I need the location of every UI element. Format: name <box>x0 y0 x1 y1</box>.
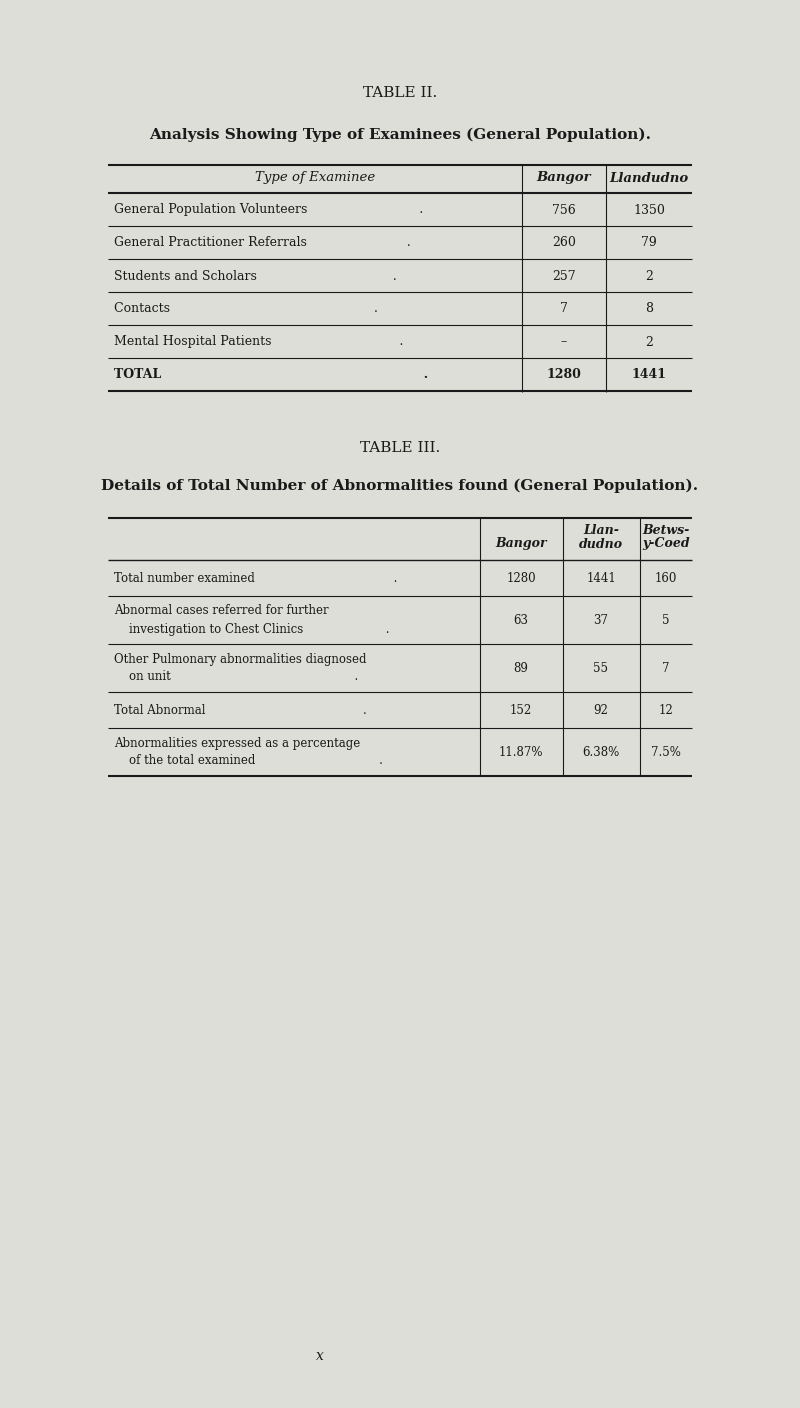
Text: 8: 8 <box>645 303 653 315</box>
Text: 55: 55 <box>594 662 609 674</box>
Text: General Population Volunteers                            .: General Population Volunteers . <box>114 204 423 217</box>
Text: 6.38%: 6.38% <box>582 745 620 759</box>
Text: 7: 7 <box>662 662 670 674</box>
Text: 92: 92 <box>594 704 609 717</box>
Text: Analysis Showing Type of Examinees (General Population).: Analysis Showing Type of Examinees (Gene… <box>149 128 651 142</box>
Text: Abnormal cases referred for further: Abnormal cases referred for further <box>114 604 329 618</box>
Text: 89: 89 <box>514 662 529 674</box>
Text: of the total examined                                 .: of the total examined . <box>114 755 383 767</box>
Text: 257: 257 <box>552 269 576 283</box>
Text: 79: 79 <box>641 237 657 249</box>
Text: 2: 2 <box>645 269 653 283</box>
Text: Betws-: Betws- <box>642 524 690 536</box>
Text: General Practitioner Referrals                         .: General Practitioner Referrals . <box>114 237 410 249</box>
Text: 1441: 1441 <box>586 572 616 584</box>
Text: dudno: dudno <box>579 538 623 551</box>
Text: Mental Hospital Patients                                .: Mental Hospital Patients . <box>114 335 403 349</box>
Text: y-Coed: y-Coed <box>642 538 690 551</box>
Text: Details of Total Number of Abnormalities found (General Population).: Details of Total Number of Abnormalities… <box>102 479 698 493</box>
Text: Students and Scholars                                  .: Students and Scholars . <box>114 269 397 283</box>
Text: 7.5%: 7.5% <box>651 745 681 759</box>
Text: 7: 7 <box>560 303 568 315</box>
Text: Other Pulmonary abnormalities diagnosed: Other Pulmonary abnormalities diagnosed <box>114 652 366 666</box>
Text: Type of Examinee: Type of Examinee <box>255 172 375 184</box>
Text: 12: 12 <box>658 704 674 717</box>
Text: Bangor: Bangor <box>495 538 547 551</box>
Text: 152: 152 <box>510 704 532 717</box>
Text: 160: 160 <box>655 572 677 584</box>
Text: Total Abnormal                                          .: Total Abnormal . <box>114 704 366 717</box>
Text: 2: 2 <box>645 335 653 349</box>
Text: 260: 260 <box>552 237 576 249</box>
Text: 1280: 1280 <box>546 369 582 382</box>
Text: –: – <box>561 335 567 349</box>
Text: TABLE II.: TABLE II. <box>363 86 437 100</box>
Text: 5: 5 <box>662 614 670 627</box>
Text: 756: 756 <box>552 204 576 217</box>
Text: Total number examined                                     .: Total number examined . <box>114 572 398 584</box>
Text: TABLE III.: TABLE III. <box>360 441 440 455</box>
Text: x: x <box>316 1349 324 1363</box>
Text: 37: 37 <box>594 614 609 627</box>
Text: Llandudno: Llandudno <box>610 172 689 184</box>
Text: 11.87%: 11.87% <box>498 745 543 759</box>
Text: on unit                                                 .: on unit . <box>114 670 358 683</box>
Text: 1350: 1350 <box>633 204 665 217</box>
Text: Bangor: Bangor <box>537 172 591 184</box>
Text: 63: 63 <box>514 614 529 627</box>
Text: investigation to Chest Clinics                      .: investigation to Chest Clinics . <box>114 622 390 635</box>
Text: TOTAL                                                            .: TOTAL . <box>114 369 428 382</box>
Text: 1280: 1280 <box>506 572 536 584</box>
Text: 1441: 1441 <box>631 369 666 382</box>
Text: Contacts                                                   .: Contacts . <box>114 303 378 315</box>
Text: Abnormalities expressed as a percentage: Abnormalities expressed as a percentage <box>114 736 360 749</box>
Text: Llan-: Llan- <box>583 524 619 536</box>
